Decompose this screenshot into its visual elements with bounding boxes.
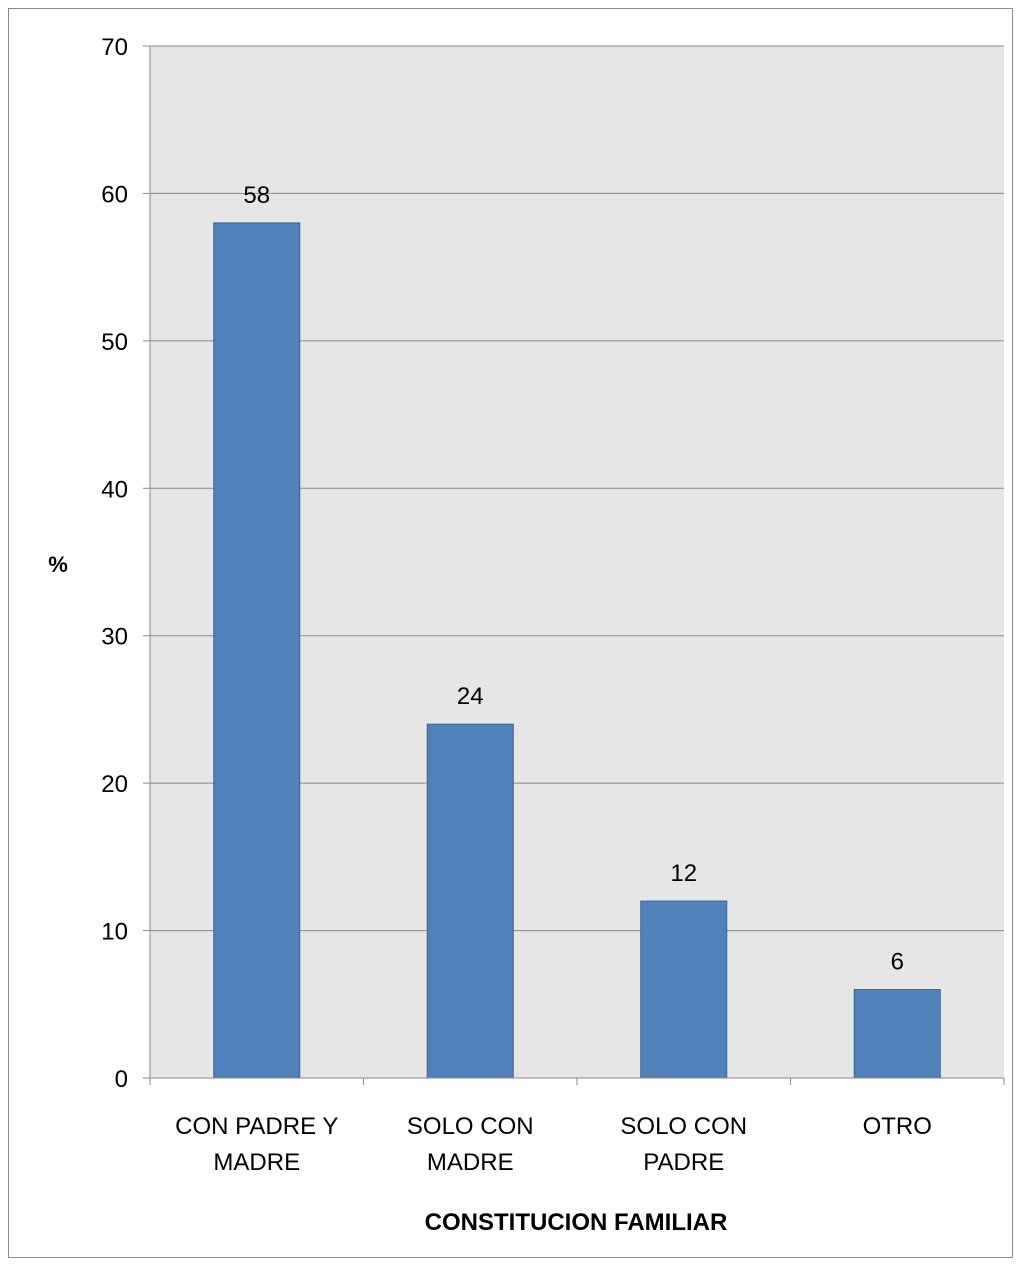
y-tick-label: 0 <box>115 1066 128 1093</box>
data-labels: 58 24 12 6 <box>243 182 904 976</box>
y-tick-label: 70 <box>101 34 128 61</box>
bar <box>426 723 514 1079</box>
data-label: 58 <box>243 182 270 209</box>
bar <box>213 222 301 1079</box>
x-tick-label: MADRE <box>213 1149 300 1176</box>
x-tick-labels: CON PADRE Y MADRE SOLO CON MADRE SOLO CON PAD… <box>175 1113 932 1176</box>
x-tick-label: SOLO CON <box>620 1113 747 1140</box>
bar <box>853 989 941 1079</box>
y-tick-label: 30 <box>101 624 128 651</box>
y-tick-label: 60 <box>101 181 128 208</box>
y-tick-label: 10 <box>101 919 128 946</box>
x-axis-title: CONSTITUCION FAMILIAR <box>425 1209 728 1236</box>
y-tick-label: 40 <box>101 476 128 503</box>
data-label: 6 <box>891 949 904 976</box>
axes <box>143 45 1005 1085</box>
y-tick-label: 50 <box>101 329 128 356</box>
x-tick-label: SOLO CON <box>407 1113 534 1140</box>
y-tick-label: 20 <box>101 771 128 798</box>
bar <box>640 900 728 1079</box>
y-axis-title: % <box>48 552 68 577</box>
x-tick-label: CON PADRE Y <box>175 1113 338 1140</box>
data-label: 24 <box>457 683 484 710</box>
data-label: 12 <box>670 860 697 887</box>
x-tick-label: PADRE <box>643 1149 724 1176</box>
x-tick-label: OTRO <box>863 1113 932 1140</box>
x-tick-label: MADRE <box>427 1149 514 1176</box>
y-tick-labels: 0 10 20 30 40 50 60 70 <box>101 34 128 1093</box>
